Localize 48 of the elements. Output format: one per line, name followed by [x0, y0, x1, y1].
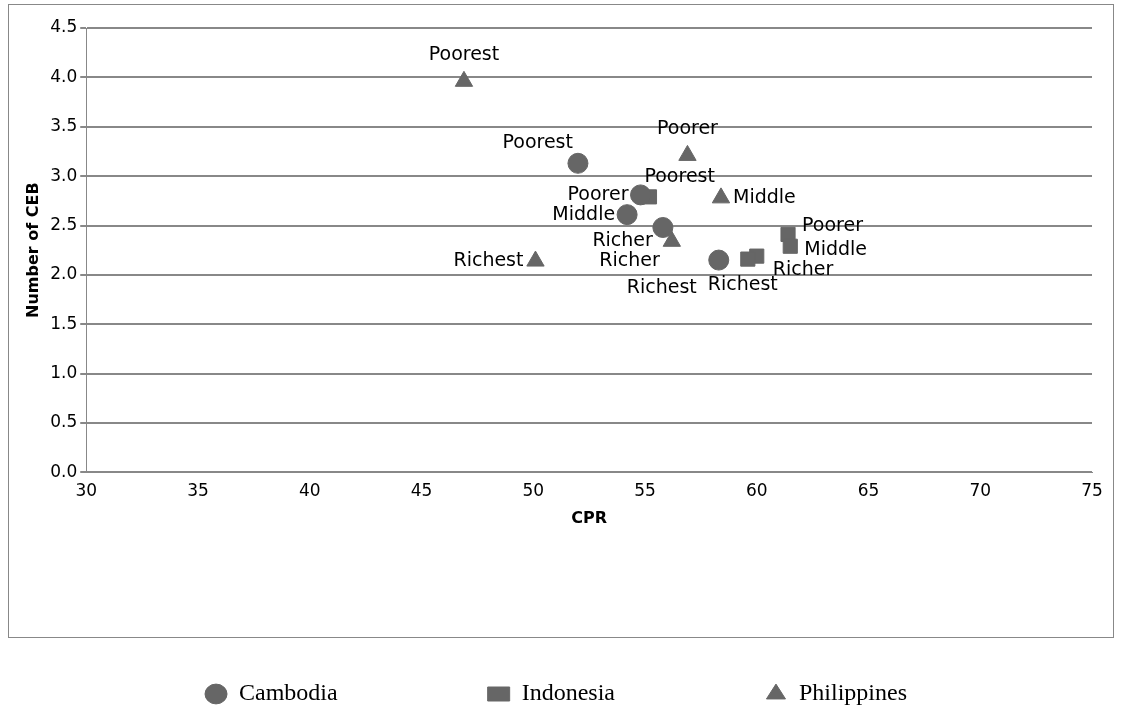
legend-label: Cambodia: [239, 679, 339, 706]
data-label: Middle: [552, 201, 616, 224]
point: [630, 184, 652, 206]
data-label: Poorer: [567, 181, 629, 204]
legend-label: Philippines: [798, 679, 907, 706]
x-tick-label: 60: [745, 480, 768, 501]
y-tick-label: 0.5: [50, 411, 78, 432]
point: [711, 187, 731, 204]
y-axis-title: Number of CEB: [22, 182, 42, 318]
data-label: Richer: [592, 228, 654, 251]
y-tick-label: 2.0: [50, 263, 78, 284]
data-label: Richer: [599, 248, 660, 271]
data-label: Middle: [804, 237, 868, 260]
y-tick-label: 0.0: [50, 460, 78, 481]
x-tick-label: 75: [1081, 480, 1103, 501]
y-tick-label: 4.5: [50, 16, 78, 37]
x-tick-label: 65: [857, 480, 880, 501]
data-label: Middle: [732, 184, 796, 207]
point: [740, 251, 756, 267]
y-tick-label: 2.5: [50, 213, 78, 234]
point: [616, 204, 638, 226]
x-axis-title: CPR: [571, 507, 608, 527]
x-tick-label: 45: [410, 480, 433, 501]
x-tick-label: 35: [187, 480, 209, 501]
y-tick-label: 4.0: [50, 65, 78, 86]
y-tick-label: 3.5: [50, 115, 78, 136]
point: [782, 238, 798, 254]
y-tick-label: 1.5: [50, 312, 78, 333]
y-tick-label: 1.0: [50, 362, 78, 383]
point: [454, 70, 474, 87]
y-tick-label: 3.0: [50, 164, 78, 185]
point: [652, 216, 674, 238]
data-label: Poorer: [656, 116, 719, 139]
x-tick-label: 30: [75, 480, 98, 501]
point: [567, 152, 589, 174]
data-label: Richest: [453, 248, 524, 270]
data-label: Poorest: [644, 163, 715, 186]
x-tick-label: 50: [522, 480, 545, 501]
point: [678, 144, 697, 161]
data-label: Richest: [626, 275, 697, 298]
x-tick-label: 55: [634, 480, 656, 501]
point: [708, 249, 730, 271]
x-tick-label: 70: [969, 480, 992, 501]
legend-label: Indonesia: [521, 679, 616, 706]
data-label: Poorest: [502, 130, 573, 153]
data-label: Poorer: [802, 213, 864, 236]
data-label: Poorest: [428, 42, 500, 65]
x-tick-label: 40: [298, 480, 321, 501]
